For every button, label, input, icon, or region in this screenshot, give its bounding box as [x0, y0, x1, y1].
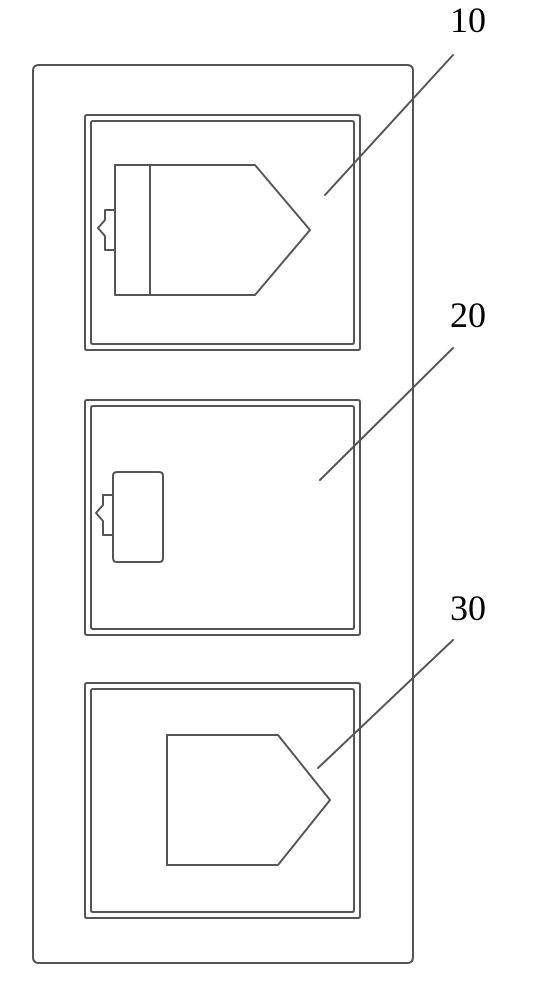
cell30-tag-shape [167, 735, 330, 865]
cell10-tag-shape [115, 165, 310, 295]
cell-20-inner [91, 406, 354, 629]
cell-20-outer [85, 400, 360, 635]
label-30: 30 [450, 587, 486, 629]
label-10-leader [325, 55, 453, 195]
cell-10-inner [91, 121, 354, 344]
cell20-tab-notch [96, 495, 113, 535]
diagram-svg [0, 0, 549, 1000]
cell20-rect [113, 472, 163, 562]
cell10-tab-notch [98, 210, 115, 250]
label-20-leader [320, 348, 453, 480]
label-10: 10 [450, 0, 486, 41]
cell-30-inner [91, 689, 354, 912]
label-30-leader [318, 640, 453, 768]
cell-30-outer [85, 683, 360, 918]
label-20: 20 [450, 294, 486, 336]
cell-10-outer [85, 115, 360, 350]
